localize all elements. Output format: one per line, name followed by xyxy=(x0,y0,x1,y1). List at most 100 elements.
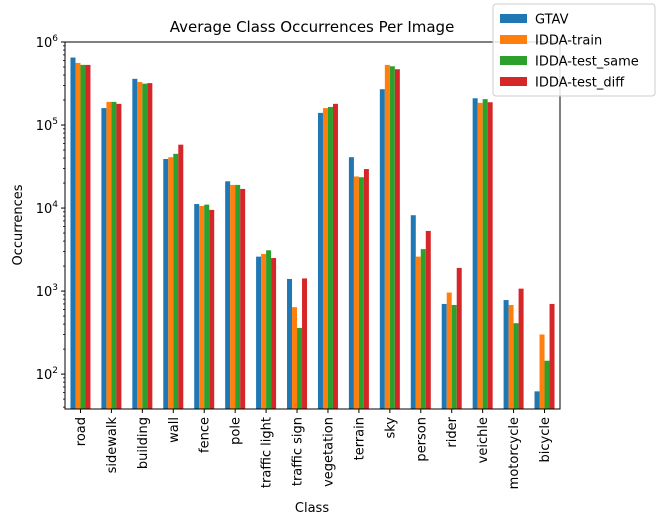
x-tick-label: traffic light xyxy=(260,417,275,488)
x-axis-label: Class xyxy=(295,501,329,516)
bar xyxy=(235,184,241,409)
legend-frame xyxy=(492,3,656,97)
bar xyxy=(487,102,493,409)
x-tick-label: motorcycle xyxy=(507,417,522,489)
legend-swatch xyxy=(500,56,527,65)
x-tick-label: fence xyxy=(198,417,213,453)
y-tick-label: 104 xyxy=(36,200,59,217)
bar xyxy=(137,81,143,409)
y-axis-label: Occurrences xyxy=(11,184,26,265)
bar xyxy=(287,278,293,409)
x-tick-label: rider xyxy=(445,416,460,447)
bar xyxy=(266,250,272,409)
x-tick-label: person xyxy=(414,417,429,462)
bar xyxy=(508,304,514,409)
bar xyxy=(173,153,179,409)
bar xyxy=(116,103,122,409)
bar xyxy=(230,184,236,409)
y-axis-ticks: 102 103 104 105 106 xyxy=(36,34,65,408)
bar xyxy=(477,102,483,409)
bar xyxy=(420,249,426,409)
bar xyxy=(292,307,298,409)
y-tick-label: 105 xyxy=(36,117,58,134)
legend-label: IDDA-test_same xyxy=(535,55,639,70)
bar xyxy=(199,205,205,409)
x-tick-label: sky xyxy=(383,417,398,439)
bar xyxy=(240,188,246,409)
x-tick-label: terrain xyxy=(352,417,367,460)
bar xyxy=(425,230,431,409)
legend-label: IDDA-train xyxy=(535,34,602,49)
bar xyxy=(106,101,112,409)
x-tick-label: traffic sign xyxy=(291,417,306,486)
bar xyxy=(75,62,81,409)
bar xyxy=(456,267,462,409)
bar xyxy=(482,99,488,409)
bar xyxy=(80,64,86,409)
bar xyxy=(322,108,328,409)
bar xyxy=(539,334,545,409)
legend: GTAV IDDA-train IDDA-test_same IDDA-test_di… xyxy=(492,3,656,97)
bar xyxy=(472,98,478,410)
chart-title: Average Class Occurrences Per Image xyxy=(170,18,455,36)
bar xyxy=(111,101,117,409)
x-tick-label: pole xyxy=(229,417,244,445)
bar xyxy=(389,66,395,409)
bar xyxy=(534,391,540,409)
bar xyxy=(271,258,277,409)
legend-label: GTAV xyxy=(535,13,569,28)
x-tick-label: road xyxy=(74,417,89,446)
y-tick-label: 103 xyxy=(36,283,58,300)
bar xyxy=(256,256,262,409)
bar xyxy=(302,278,308,409)
bar xyxy=(363,169,369,409)
plot-frame xyxy=(64,41,561,410)
bar xyxy=(132,78,138,409)
bar xyxy=(446,292,452,409)
bar xyxy=(70,57,76,409)
x-tick-label: sidewalk xyxy=(105,417,120,474)
legend-label: IDDA-test_diff xyxy=(535,76,625,91)
bar xyxy=(204,204,210,409)
bar xyxy=(209,209,215,409)
bar xyxy=(415,256,421,409)
bars-group xyxy=(70,57,555,410)
bar xyxy=(358,177,364,409)
legend-swatch xyxy=(500,35,527,44)
bar xyxy=(85,64,91,409)
bar xyxy=(348,157,354,409)
bar xyxy=(317,112,323,409)
y-tick-label: 106 xyxy=(36,34,59,51)
bar xyxy=(261,253,267,409)
bar xyxy=(178,144,184,410)
x-tick-label: wall xyxy=(167,417,182,443)
bar xyxy=(384,64,390,409)
x-tick-label: building xyxy=(136,417,151,469)
bar xyxy=(147,83,153,409)
bar xyxy=(142,83,148,410)
bar xyxy=(101,108,107,409)
bar xyxy=(410,215,416,409)
x-tick-label: bicycle xyxy=(538,417,553,462)
bar xyxy=(451,304,457,409)
legend-swatch xyxy=(500,77,527,86)
bar xyxy=(225,181,231,409)
x-tick-label: vegetation xyxy=(321,417,336,487)
bar xyxy=(297,327,303,409)
bar xyxy=(549,303,555,409)
bar xyxy=(194,203,200,409)
bar xyxy=(518,288,524,409)
bar xyxy=(441,303,447,409)
bar xyxy=(327,106,333,409)
y-tick-label: 102 xyxy=(36,366,58,383)
bar xyxy=(394,69,400,409)
bar xyxy=(163,158,169,409)
bar xyxy=(168,157,174,409)
x-axis-ticks: road sidewalk building wall fence pole traffic… xyxy=(74,409,553,489)
bar xyxy=(379,89,385,410)
x-tick-label: veichle xyxy=(476,417,491,463)
bar xyxy=(353,176,359,409)
legend-swatch xyxy=(500,14,527,23)
bar xyxy=(544,360,550,409)
